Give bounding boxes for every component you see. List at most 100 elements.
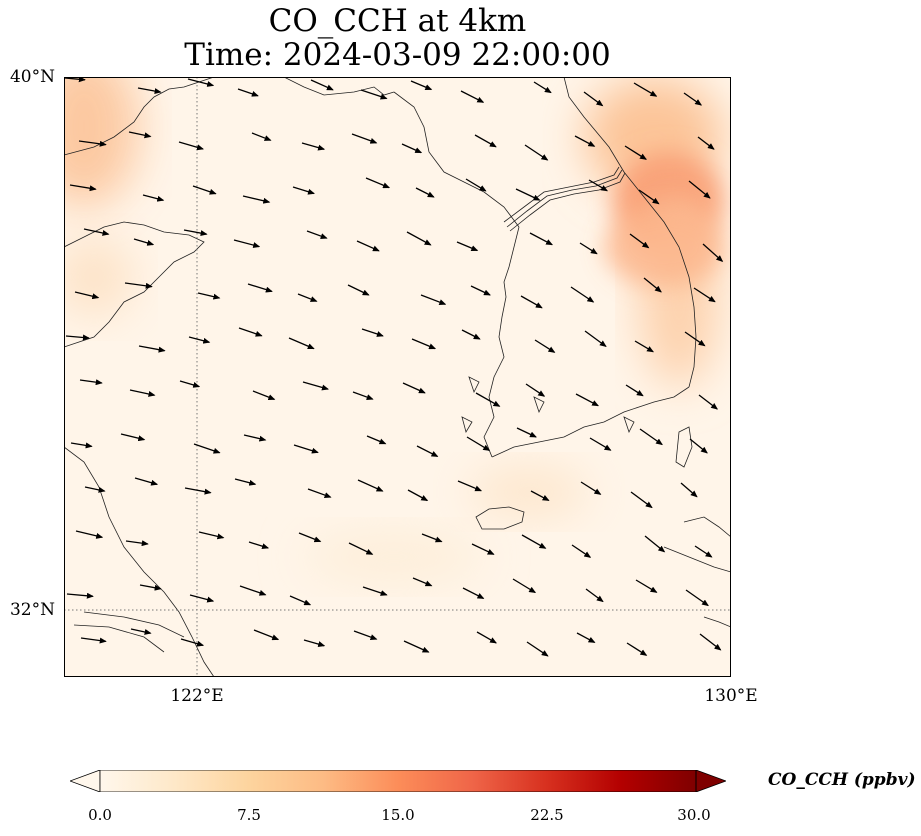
wind-arrow xyxy=(460,90,485,103)
x-tick-130e: 130°E xyxy=(704,686,758,706)
wind-arrow xyxy=(306,230,328,239)
wind-arrow xyxy=(361,328,384,337)
wind-arrow xyxy=(456,241,479,252)
wind-arrow xyxy=(629,233,650,249)
wind-arrow xyxy=(465,178,487,192)
wind-arrow xyxy=(188,336,211,344)
wind-arrow xyxy=(234,478,257,486)
wind-arrow xyxy=(474,134,497,148)
colorbar xyxy=(70,770,726,792)
wind-arrow xyxy=(466,436,491,451)
wind-arrow xyxy=(124,282,153,289)
colorbar-tick-2: 15.0 xyxy=(381,806,415,824)
wind-arrow xyxy=(129,389,156,397)
wind-arrow xyxy=(689,438,708,454)
wind-arrow xyxy=(238,327,263,337)
wind-arrow xyxy=(403,640,430,653)
x-tick-122e: 122°E xyxy=(170,686,224,706)
wind-arrow xyxy=(183,229,208,237)
colorbar-gradient xyxy=(100,770,696,792)
wind-arrow xyxy=(84,486,106,493)
colorbar-tick-1: 7.5 xyxy=(237,806,261,824)
wind-arrow xyxy=(187,78,215,87)
wind-arrow xyxy=(461,329,481,340)
wind-arrow xyxy=(524,144,549,161)
wind-arrow xyxy=(630,491,653,509)
wind-arrow xyxy=(366,435,387,445)
wind-arrow xyxy=(137,87,162,94)
wind-arrow xyxy=(69,184,97,192)
wind-arrow xyxy=(421,533,443,543)
wind-arrow xyxy=(520,295,543,309)
wind-arrow xyxy=(288,337,315,350)
wind-arrow xyxy=(533,81,552,94)
wind-arrow xyxy=(198,531,225,540)
wind-arrow xyxy=(139,584,162,591)
wind-arrow xyxy=(243,434,267,442)
title-line-2: Time: 2024-03-09 22:00:00 xyxy=(184,37,611,73)
wind-arrow xyxy=(410,80,433,91)
wind-arrow xyxy=(351,133,378,144)
wind-arrow xyxy=(356,240,380,252)
wind-arrow xyxy=(534,339,556,353)
wind-arrow xyxy=(353,630,378,640)
wind-arrow xyxy=(702,243,724,262)
wind-arrow xyxy=(64,77,86,83)
wind-arrow xyxy=(302,381,329,391)
wind-arrow xyxy=(66,592,94,599)
map-panel xyxy=(64,77,731,677)
wind-arrow xyxy=(588,179,608,192)
colorbar-tick-4: 30.0 xyxy=(677,806,711,824)
wind-vectors xyxy=(64,77,724,657)
wind-arrow xyxy=(638,189,660,205)
wind-arrow xyxy=(292,186,315,195)
wind-arrow xyxy=(357,479,384,492)
wind-arrow xyxy=(571,544,592,558)
wind-arrow xyxy=(643,277,662,293)
wind-arrow xyxy=(415,187,435,198)
wind-arrow xyxy=(626,642,648,656)
wind-arrow xyxy=(402,382,426,394)
colorbar-tick-0: 0.0 xyxy=(88,806,112,824)
wind-arrow xyxy=(530,490,550,501)
wind-arrow xyxy=(525,383,546,397)
wind-arrow xyxy=(585,588,604,603)
wind-arrow xyxy=(699,633,722,651)
wind-arrow xyxy=(237,88,259,97)
wind-arrow xyxy=(407,489,429,502)
wind-arrow xyxy=(347,284,370,296)
wind-arrow xyxy=(193,443,221,454)
wind-arrow xyxy=(412,577,433,587)
wind-arrow xyxy=(130,628,152,635)
wind-arrow xyxy=(178,141,204,151)
wind-arrow xyxy=(362,586,388,596)
wind-arrow xyxy=(189,594,215,603)
wind-arrow xyxy=(70,442,93,449)
wind-arrow xyxy=(233,239,261,248)
wind-arrow xyxy=(471,543,495,555)
wind-arrow xyxy=(79,379,103,386)
wind-arrow xyxy=(680,482,698,498)
wind-arrow xyxy=(462,587,485,599)
wind-arrow xyxy=(512,578,537,594)
wind-arrow xyxy=(698,394,718,410)
wind-arrow xyxy=(697,136,715,150)
map-svg xyxy=(64,77,731,677)
wind-arrow xyxy=(634,340,654,353)
y-tick-40n: 40°N xyxy=(9,67,55,87)
colorbar-min-extend xyxy=(70,770,101,792)
wind-arrow xyxy=(247,283,273,293)
wind-arrow xyxy=(301,142,326,151)
wind-arrow xyxy=(688,180,711,199)
wind-arrow xyxy=(289,595,312,606)
wind-arrow xyxy=(579,242,598,255)
wind-arrow xyxy=(128,131,152,139)
wind-arrow xyxy=(293,444,319,454)
wind-arrow xyxy=(298,532,322,543)
title-line-1: CO_CCH at 4km xyxy=(268,3,527,39)
wind-arrow xyxy=(475,392,501,407)
colorbar-max-extend xyxy=(695,770,726,792)
wind-arrow xyxy=(457,480,483,492)
wind-arrow xyxy=(125,540,149,547)
wind-arrow xyxy=(401,143,423,154)
